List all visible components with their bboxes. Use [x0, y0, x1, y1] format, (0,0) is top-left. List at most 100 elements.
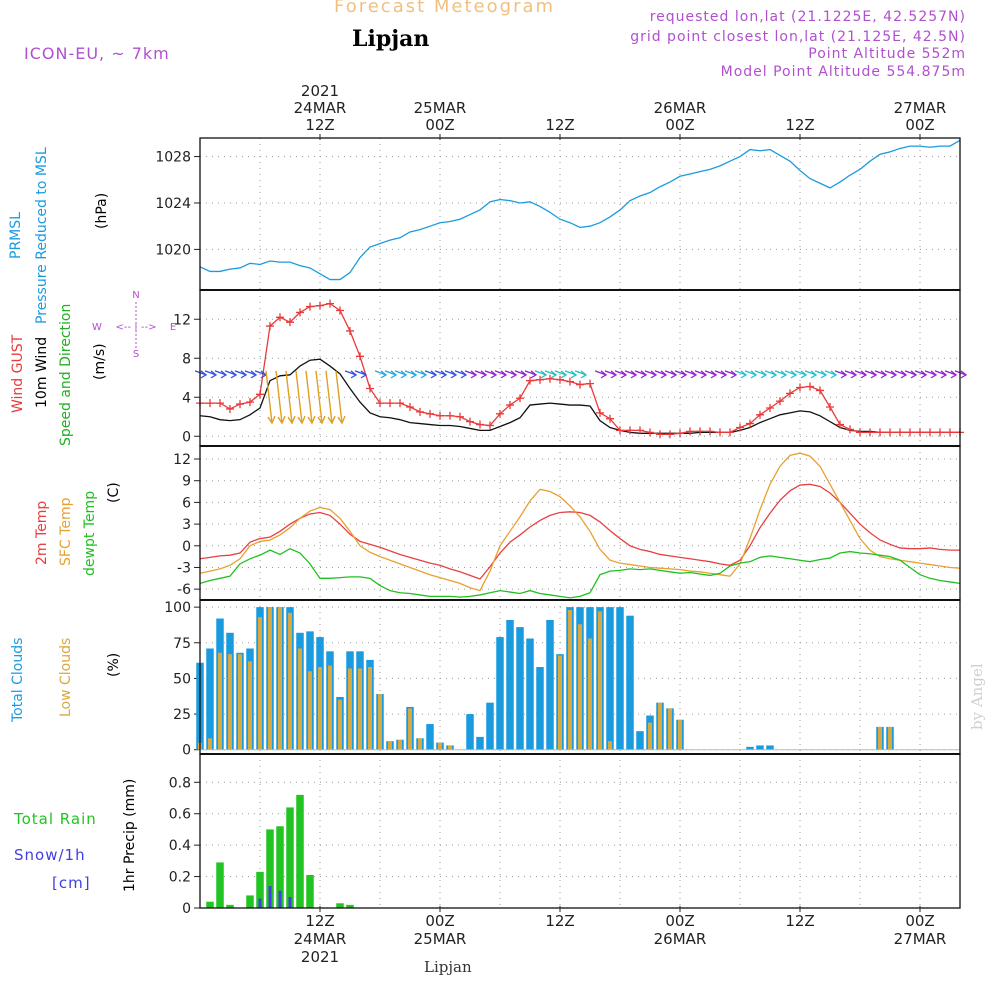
- footer-location: Lipjan: [424, 958, 472, 976]
- wind-barb-head: [267, 415, 276, 425]
- temperature-ytick-label: 9: [182, 474, 191, 490]
- pressure-label-prmsl: PRMSL: [8, 212, 24, 259]
- wind-panel: 0 4 8 12 Wind GUST 10m Wind Speed and Directio…: [10, 290, 968, 446]
- wind-gust-marker: [426, 409, 434, 418]
- wind-barb: [564, 370, 578, 379]
- temp-label-dewpt: dewpt Temp: [82, 491, 98, 576]
- wind-ytick-label: 8: [182, 351, 191, 367]
- wind-gust-marker: [526, 376, 534, 385]
- low-cloud-bar: [298, 648, 302, 750]
- bottom-time-label: 25MAR: [414, 930, 467, 948]
- wind-barb: [464, 370, 478, 379]
- total-cloud-bar: [636, 731, 644, 750]
- low-cloud-bar: [668, 708, 672, 750]
- wind-barb: [844, 370, 858, 379]
- wind-barb: [814, 370, 828, 379]
- pressure-ytick-label: 1028: [155, 150, 191, 166]
- wind-label-speed-dir: Speed and Direction: [58, 304, 74, 446]
- low-cloud-bar: [558, 655, 562, 750]
- precip-ytick-label: 0.6: [169, 807, 191, 823]
- low-cloud-bar: [238, 654, 242, 750]
- wind-barb: [614, 370, 628, 379]
- wind-gust-marker: [886, 428, 894, 437]
- low-cloud-bar: [588, 638, 592, 750]
- snow-bar: [278, 890, 282, 908]
- low-cloud-bar: [308, 671, 312, 750]
- wind-barb-head: [790, 370, 798, 379]
- wind-barb-head: [710, 370, 718, 379]
- wind-barb: [934, 370, 948, 379]
- wind-barb: [724, 370, 738, 379]
- wind-barb-head: [250, 370, 258, 379]
- precip-border: [199, 753, 961, 909]
- wind-barb-head: [960, 370, 968, 379]
- wind-barb-head: [610, 370, 618, 379]
- wind-gust-marker: [666, 430, 674, 439]
- wind-barb-head: [530, 370, 538, 379]
- low-cloud-bar: [578, 624, 582, 750]
- wind-barb-shaft: [305, 370, 313, 424]
- low-cloud-bar: [288, 612, 292, 750]
- temperature-border: [199, 445, 961, 601]
- temp-line-0: [199, 483, 960, 580]
- temperature-panel: -6 -3 0 3 6 9 12 2m Temp SFC Temp dewpt Temp (C): [34, 446, 961, 600]
- bottom-time-label: 00Z: [425, 912, 454, 930]
- precip-label-unit: 1hr Precip (mm): [122, 779, 138, 892]
- wind-barb: [374, 370, 388, 379]
- wind-gust-marker: [776, 397, 784, 406]
- low-cloud-bar: [418, 738, 422, 750]
- pressure-ytick-label: 1024: [155, 196, 191, 212]
- wind-barb-head: [510, 370, 518, 379]
- wind-gust-marker: [876, 428, 884, 437]
- wind-barb: [344, 370, 358, 379]
- bottom-time-label: 24MAR: [294, 930, 347, 948]
- wind-barb: [275, 370, 286, 425]
- wind-label-10m: 10m Wind: [34, 337, 50, 408]
- wind-barb: [904, 370, 918, 379]
- wind-barb: [624, 370, 638, 379]
- wind-barb-head: [327, 415, 336, 425]
- top-time-label: 00Z: [665, 116, 694, 134]
- wind-barb: [494, 370, 508, 379]
- wind-gust-marker: [726, 428, 734, 437]
- wind-barb: [644, 370, 658, 379]
- bottom-time-label: 27MAR: [894, 930, 947, 948]
- wind-barb: [295, 370, 306, 425]
- wind-barb-head: [500, 370, 508, 379]
- rain-bar: [246, 895, 254, 908]
- wind-barb-shaft: [265, 370, 273, 424]
- wind-barb: [944, 370, 958, 379]
- wind-barb-head: [850, 370, 858, 379]
- wind-gust-marker: [586, 379, 594, 388]
- wind-barb-head: [580, 370, 588, 379]
- wind-gust-marker: [706, 427, 714, 436]
- wind-barb-head: [307, 415, 316, 425]
- wind-gust-marker: [436, 411, 444, 420]
- total-cloud-bar: [526, 638, 534, 750]
- temperature-ytick-label: 0: [182, 539, 191, 555]
- clouds-label-total: Total Clouds: [10, 638, 26, 723]
- total-cloud-bar: [546, 619, 554, 750]
- wind-barb-head: [317, 415, 326, 425]
- wind-barb-head: [700, 370, 708, 379]
- low-cloud-bar: [598, 611, 602, 750]
- wind-barb-head: [420, 370, 428, 379]
- wind-barb-head: [730, 370, 738, 379]
- precip-label-snow: Snow/1h: [14, 846, 86, 864]
- top-time-label: 00Z: [905, 116, 934, 134]
- wind-gust-marker: [506, 401, 514, 410]
- wind-barb: [325, 370, 336, 425]
- wind-barb-head: [670, 370, 678, 379]
- point-altitude: Point Altitude 552m: [808, 46, 966, 62]
- wind-barb: [424, 370, 438, 379]
- wind-ytick-label: 0: [182, 429, 191, 445]
- low-cloud-bar: [358, 668, 362, 750]
- wind-barb: [874, 370, 888, 379]
- wind-barb-head: [760, 370, 768, 379]
- wind-gust-marker: [556, 375, 564, 384]
- wind-gust-marker: [856, 428, 864, 437]
- pressure-label-unit: (hPa): [94, 193, 110, 229]
- wind-gust-marker: [386, 399, 394, 408]
- pressure-border: [199, 137, 961, 291]
- temperature-ytick-label: -3: [177, 560, 191, 576]
